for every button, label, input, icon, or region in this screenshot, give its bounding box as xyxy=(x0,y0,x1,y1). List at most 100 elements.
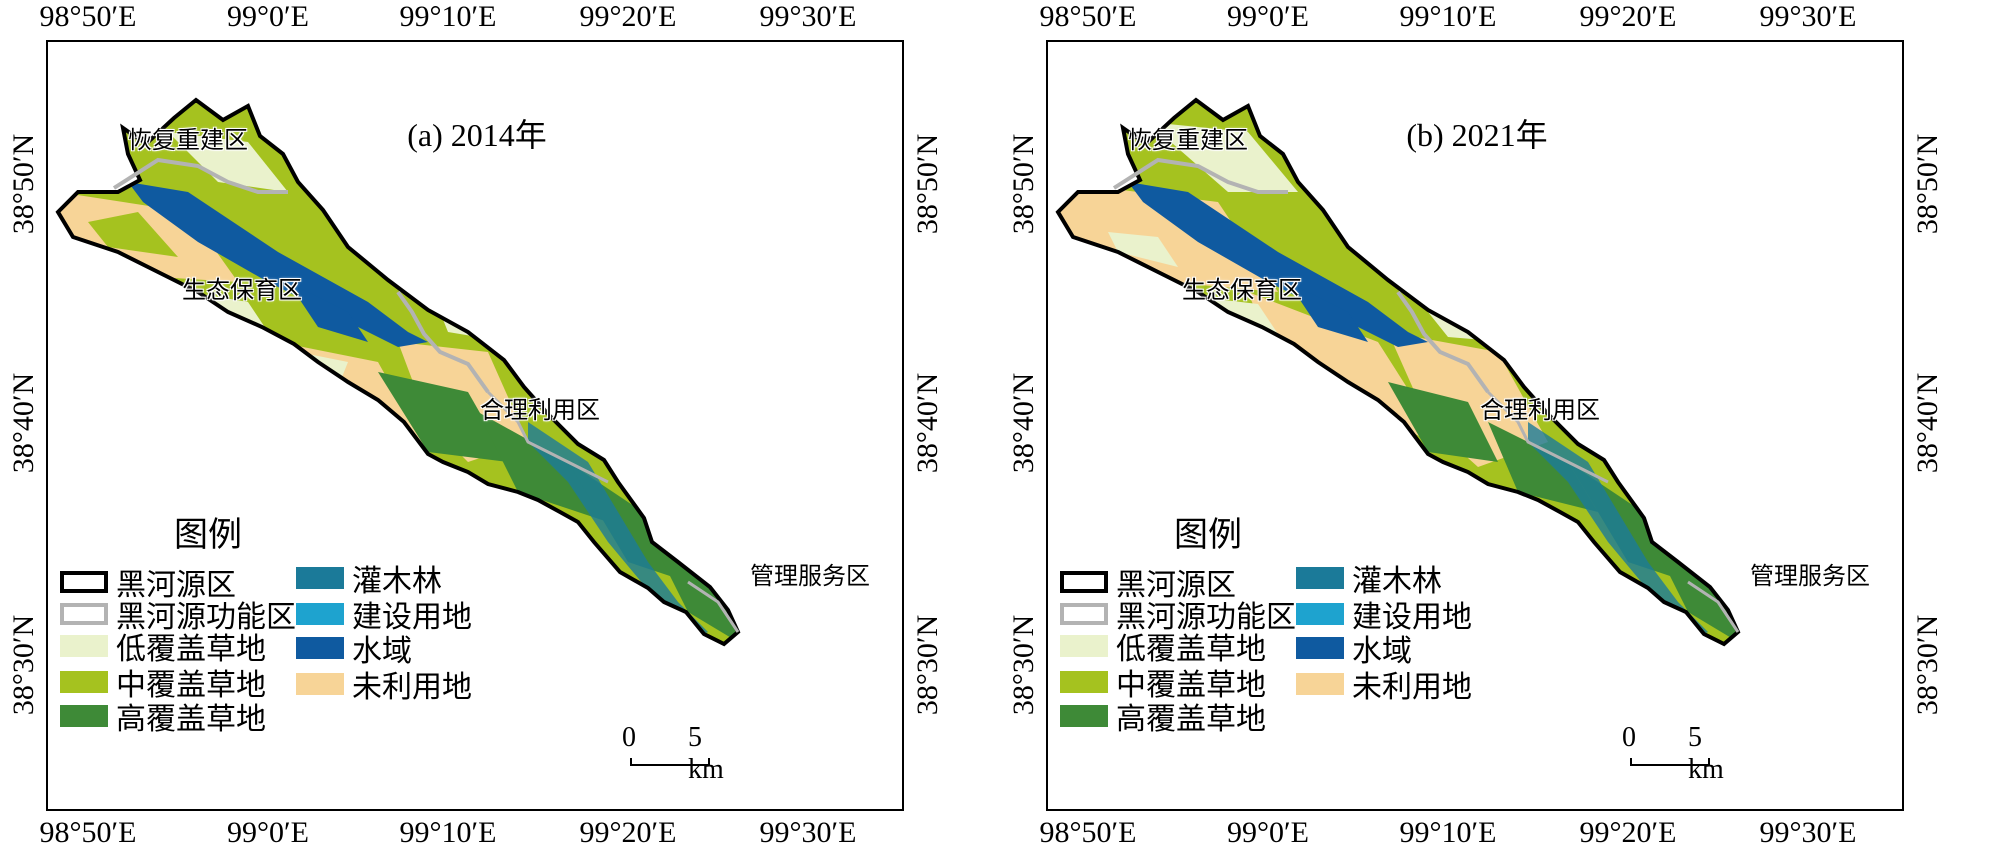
unused-swatch xyxy=(296,673,344,695)
mid-cover-swatch xyxy=(1060,671,1108,693)
scale-line xyxy=(1630,758,1710,766)
legend-title: 图例 xyxy=(174,517,242,554)
zone-line-swatch xyxy=(1060,603,1108,625)
bottom-tick-4: 99°20′E xyxy=(1579,816,1677,849)
legend-item-zone: 黑河源功能区 xyxy=(1060,599,1296,634)
legend-item-basin: 黑河源区 xyxy=(1060,567,1236,602)
shrub-swatch xyxy=(1296,567,1344,589)
zone-label-restoration: 恢复重建区 xyxy=(1128,128,1248,154)
shrub-swatch xyxy=(296,567,344,589)
bottom-tick-3: 99°10′E xyxy=(399,816,497,849)
top-tick-1: 98°50′E xyxy=(39,0,137,33)
map-frame: (b) 2021年 恢复重建区 生态保育区 合理利用区 管理服务区 图例 黑河源… xyxy=(1046,40,1904,811)
left-tick-1: 38°50′N xyxy=(7,133,40,235)
zone-label-rational-use: 合理利用区 xyxy=(480,398,600,424)
scale-value: 5 km xyxy=(1688,722,1724,785)
legend-item-shrub: 灌木林 xyxy=(1296,563,1442,598)
scale-value: 5 km xyxy=(688,722,724,785)
bottom-tick-2: 99°0′E xyxy=(1227,816,1309,849)
boundary-swatch xyxy=(1060,571,1108,593)
bottom-tick-4: 99°20′E xyxy=(579,816,677,849)
legend-item-mid-cover: 中覆盖草地 xyxy=(60,667,266,702)
top-tick-4: 99°20′E xyxy=(1579,0,1677,33)
legend-item-zone: 黑河源功能区 xyxy=(60,599,296,634)
bottom-tick-1: 98°50′E xyxy=(39,816,137,849)
top-tick-3: 99°10′E xyxy=(399,0,497,33)
low-cover-swatch xyxy=(60,635,108,657)
boundary-swatch xyxy=(60,571,108,593)
zone-boundary-3 xyxy=(486,390,609,484)
landcover-map xyxy=(55,97,741,647)
legend-title: 图例 xyxy=(1174,517,1242,554)
basin-boundary xyxy=(55,97,741,647)
low-cover-swatch xyxy=(1060,635,1108,657)
high-cover-swatch xyxy=(1060,705,1108,727)
map-panel-2014: 98°50′E 99°0′E 99°10′E 99°20′E 99°30′E 9… xyxy=(7,0,944,849)
zone-label-restoration: 恢复重建区 xyxy=(128,128,248,154)
bottom-tick-5: 99°30′E xyxy=(759,816,857,849)
top-tick-3: 99°10′E xyxy=(1399,0,1497,33)
zone-boundary-1 xyxy=(112,157,288,194)
right-tick-1: 38°50′N xyxy=(1911,133,1944,235)
zone-label-management: 管理服务区 xyxy=(1750,564,1870,590)
zone-boundary-2 xyxy=(396,290,490,394)
legend-item-water: 水域 xyxy=(296,633,412,668)
basin-boundary xyxy=(1055,97,1741,647)
legend-item-basin: 黑河源区 xyxy=(60,567,236,602)
zone-label-ecological: 生态保育区 xyxy=(1182,278,1302,304)
legend-item-unused: 未利用地 xyxy=(1296,669,1472,704)
right-tick-3: 38°30′N xyxy=(1911,614,1944,716)
right-tick-3: 38°30′N xyxy=(911,614,944,716)
map-panel-2021: 98°50′E 99°0′E 99°10′E 99°20′E 99°30′E 9… xyxy=(1000,0,2000,856)
right-tick-1: 38°50′N xyxy=(911,133,944,235)
panel-title: (b) 2021年 xyxy=(1406,117,1548,153)
built-up-swatch xyxy=(296,603,344,625)
water-swatch xyxy=(1296,637,1344,659)
legend-item-water: 水域 xyxy=(1296,633,1412,668)
right-tick-2: 38°40′N xyxy=(911,372,944,474)
zone-line-swatch xyxy=(60,603,108,625)
legend-item-built-up: 建设用地 xyxy=(296,599,472,634)
bottom-tick-1: 98°50′E xyxy=(1039,816,1137,849)
left-tick-3: 38°30′N xyxy=(7,614,40,716)
top-tick-4: 99°20′E xyxy=(579,0,677,33)
legend-item-built-up: 建设用地 xyxy=(1296,599,1472,634)
legend-item-unused: 未利用地 xyxy=(296,669,472,704)
top-tick-5: 99°30′E xyxy=(759,0,857,33)
legend-item-shrub: 灌木林 xyxy=(296,563,442,598)
legend-item-mid-cover: 中覆盖草地 xyxy=(1060,667,1266,702)
bottom-tick-5: 99°30′E xyxy=(1759,816,1857,849)
zone-label-rational-use: 合理利用区 xyxy=(1480,398,1600,424)
zone-boundary-3 xyxy=(1486,390,1609,484)
mid-cover-swatch xyxy=(60,671,108,693)
top-tick-2: 99°0′E xyxy=(227,0,309,33)
zone-label-ecological: 生态保育区 xyxy=(182,278,302,304)
legend-item-high-cover: 高覆盖草地 xyxy=(1060,701,1266,736)
bottom-tick-2: 99°0′E xyxy=(227,816,309,849)
zone-boundary-4 xyxy=(687,580,740,633)
scale-line xyxy=(630,758,710,766)
top-tick-2: 99°0′E xyxy=(1227,0,1309,33)
right-tick-2: 38°40′N xyxy=(1911,372,1944,474)
zone-boundary-1 xyxy=(1112,157,1288,194)
high-cover-swatch xyxy=(60,705,108,727)
built-up-swatch xyxy=(1296,603,1344,625)
bottom-tick-3: 99°10′E xyxy=(1399,816,1497,849)
legend-item-high-cover: 高覆盖草地 xyxy=(60,701,266,736)
zone-label-management: 管理服务区 xyxy=(750,564,870,590)
scale-zero: 0 xyxy=(622,722,636,753)
left-tick-2: 38°40′N xyxy=(7,372,40,474)
left-tick-3: 38°30′N xyxy=(1007,614,1040,716)
zone-boundary-2 xyxy=(1396,290,1490,394)
panel-title: (a) 2014年 xyxy=(407,117,547,153)
top-tick-1: 98°50′E xyxy=(1039,0,1137,33)
left-tick-1: 38°50′N xyxy=(1007,133,1040,235)
top-tick-5: 99°30′E xyxy=(1759,0,1857,33)
scale-zero: 0 xyxy=(1622,722,1636,753)
water-swatch xyxy=(296,637,344,659)
map-frame: (a) 2014年 恢复重建区 生态保育区 合理利用区 管理服务区 图例 黑河源… xyxy=(46,40,904,811)
zone-boundary-4 xyxy=(1687,580,1740,633)
legend-item-low-cover: 低覆盖草地 xyxy=(60,631,266,666)
legend-item-low-cover: 低覆盖草地 xyxy=(1060,631,1266,666)
landcover-map xyxy=(1055,97,1741,647)
